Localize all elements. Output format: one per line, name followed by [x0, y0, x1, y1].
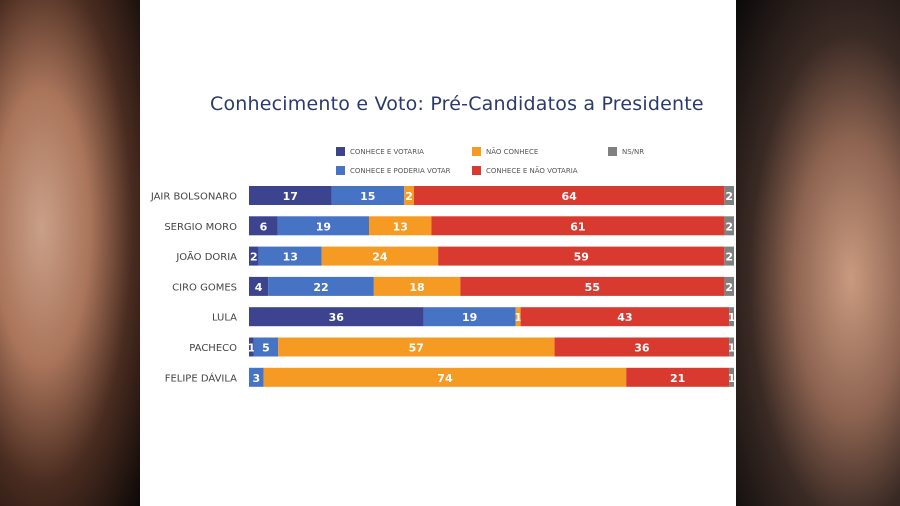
bar-segment	[253, 337, 279, 357]
legend-item-conhece-votaria: CONHECE E VOTARIA	[336, 147, 424, 156]
bar-segment	[724, 276, 734, 296]
bar-segment	[321, 246, 439, 266]
data-label: 1	[728, 342, 736, 355]
bar-segment	[263, 367, 627, 387]
bar-segment	[249, 307, 424, 327]
data-label: 19	[316, 220, 331, 233]
bar-segment	[438, 246, 725, 266]
data-label: 15	[360, 190, 375, 203]
bar-segment	[729, 307, 734, 327]
category-label: JOÃO DORIA	[175, 250, 237, 263]
data-label: 1	[728, 311, 736, 324]
data-label: 2	[250, 251, 258, 264]
data-label: 55	[585, 281, 600, 294]
data-label: 24	[372, 251, 388, 264]
data-label: 18	[409, 281, 424, 294]
legend-label: CONHECE E VOTARIA	[350, 147, 424, 156]
data-label: 22	[313, 281, 328, 294]
legend-item-conhece-nao-votaria: CONHECE E NÃO VOTARIA	[472, 166, 578, 175]
bar-segment	[724, 246, 734, 266]
right-candidate-photo	[736, 0, 900, 506]
left-candidate-photo	[0, 0, 140, 506]
legend-swatch	[472, 166, 481, 175]
data-label: 64	[561, 190, 577, 203]
bar-segment	[278, 337, 555, 357]
data-label: 2	[725, 281, 733, 294]
bar-segment	[626, 367, 730, 387]
data-label: 1	[248, 342, 256, 355]
data-label: 13	[393, 220, 408, 233]
data-label: 3	[253, 372, 261, 385]
legend-item-conhece-poderia-votar: CONHECE E PODERIA VOTAR	[336, 166, 451, 175]
data-label: 36	[329, 311, 345, 324]
data-label: 17	[283, 190, 298, 203]
data-label: 5	[262, 342, 270, 355]
legend-label: CONHECE E NÃO VOTARIA	[486, 166, 578, 175]
bar-segment	[369, 216, 432, 236]
bar-segment	[460, 276, 725, 296]
bar-segment	[249, 246, 259, 266]
bar-segment	[249, 337, 254, 357]
category-label: CIRO GOMES	[172, 282, 237, 293]
legend-label: NS/NR	[622, 147, 645, 156]
bar-segment	[554, 337, 730, 357]
data-label: 1	[728, 372, 736, 385]
bar-segment	[331, 186, 405, 205]
data-label: 1	[514, 311, 522, 324]
category-label: SERGIO MORO	[164, 222, 237, 233]
bar-segment	[729, 337, 734, 357]
data-label: 2	[405, 190, 413, 203]
data-label: 2	[725, 220, 733, 233]
bar-segment	[249, 276, 269, 296]
bar-segment	[423, 307, 516, 327]
data-label: 59	[574, 251, 589, 264]
bar-segment	[268, 276, 374, 296]
legend-item-nsnr: NS/NR	[608, 147, 644, 156]
bar-segment	[249, 367, 264, 387]
bar-segment	[431, 216, 725, 236]
bar-segment	[515, 307, 521, 327]
legend-swatch	[608, 147, 617, 156]
data-label: 21	[670, 372, 685, 385]
legend-swatch	[336, 147, 345, 156]
bar-segment	[404, 186, 414, 205]
data-label: 36	[634, 342, 650, 355]
legend-label: CONHECE E PODERIA VOTAR	[350, 166, 451, 175]
bar-segment	[520, 307, 730, 327]
data-label: 74	[437, 372, 453, 385]
bar-segment	[413, 186, 725, 205]
category-label: JAIR BOLSONARO	[150, 192, 237, 203]
legend-swatch	[336, 166, 345, 175]
data-label: 13	[283, 251, 298, 264]
data-label: 2	[725, 190, 733, 203]
category-label: LULA	[212, 313, 237, 324]
category-label: PACHECO	[189, 343, 237, 354]
data-label: 61	[570, 220, 585, 233]
data-label: 6	[260, 220, 268, 233]
bar-segment	[729, 367, 734, 387]
legend-label: NÃO CONHECE	[486, 147, 539, 156]
category-label: FELIPE DÁVILA	[165, 371, 237, 384]
legend-item-nao-conhece: NÃO CONHECE	[472, 147, 538, 156]
bar-segment	[277, 216, 370, 236]
bar-segment	[258, 246, 322, 266]
bar-segment	[724, 186, 734, 205]
bar-segment	[724, 216, 734, 236]
data-label: 2	[725, 251, 733, 264]
bar-segment	[373, 276, 461, 296]
data-label: 43	[617, 311, 632, 324]
data-label: 57	[409, 342, 424, 355]
bar-segment	[249, 216, 278, 236]
legend-swatch	[472, 147, 481, 156]
bar-segment	[249, 186, 332, 205]
data-label: 19	[462, 311, 477, 324]
data-label: 4	[255, 281, 263, 294]
chart-title: Conhecimento e Voto: Pré-Candidatos a Pr…	[210, 93, 704, 115]
